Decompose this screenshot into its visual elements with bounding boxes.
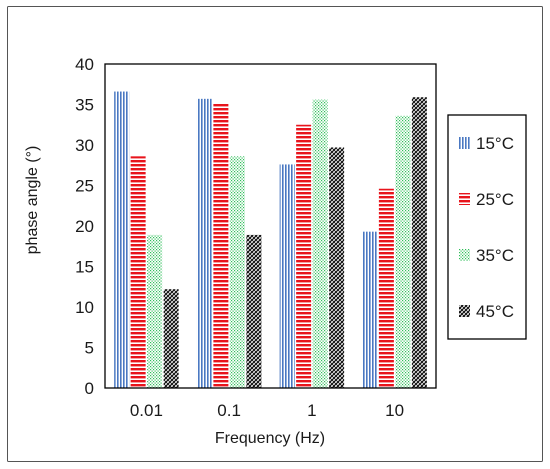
x-tick-label: 0.1: [217, 401, 241, 420]
bar: [362, 231, 378, 388]
bar: [411, 97, 427, 389]
y-tick-label: 10: [75, 298, 94, 317]
x-tick-label: 10: [385, 401, 404, 420]
bar: [229, 156, 245, 388]
x-axis-title: Frequency (Hz): [215, 430, 325, 447]
plot-area: [104, 63, 437, 389]
legend-swatch: [459, 193, 470, 205]
bar: [163, 289, 179, 388]
legend-swatch: [459, 137, 470, 149]
y-tick-label: 30: [75, 136, 94, 155]
y-axis-ticks: 0 5 10 15 20 25 30 35 40: [75, 55, 94, 398]
y-tick-label: 20: [75, 217, 94, 236]
bar: [114, 91, 130, 388]
bar: [279, 164, 295, 388]
y-tick-label: 5: [85, 339, 94, 358]
legend-label: 15°C: [476, 134, 514, 153]
legend-swatch: [459, 305, 470, 317]
legend-label: 25°C: [476, 190, 514, 209]
x-tick-label: 1: [307, 401, 316, 420]
bar: [329, 147, 345, 388]
bar: [213, 102, 229, 388]
bar: [246, 234, 262, 388]
y-tick-label: 35: [75, 96, 94, 115]
bars-layer: [114, 91, 427, 389]
legend-label: 45°C: [476, 302, 514, 321]
bar: [395, 115, 411, 388]
legend-label: 35°C: [476, 246, 514, 265]
y-tick-label: 40: [75, 55, 94, 74]
bar: [312, 99, 328, 388]
legend-entries: 15°C 25°C 35°C 45°C: [459, 134, 514, 321]
legend-swatch: [459, 249, 470, 261]
y-axis-title: phase angle (°): [24, 146, 41, 255]
x-tick-label: 0.01: [130, 401, 163, 420]
bar: [296, 124, 312, 388]
y-tick-label: 25: [75, 177, 94, 196]
bar: [147, 234, 163, 388]
y-tick-label: 0: [85, 379, 94, 398]
y-tick-label: 15: [75, 258, 94, 277]
bar: [196, 98, 212, 388]
legend: [447, 114, 527, 340]
bar: [130, 156, 146, 388]
bar: [378, 188, 394, 388]
x-axis-ticks: 0.01 0.1 1 10: [130, 401, 404, 420]
